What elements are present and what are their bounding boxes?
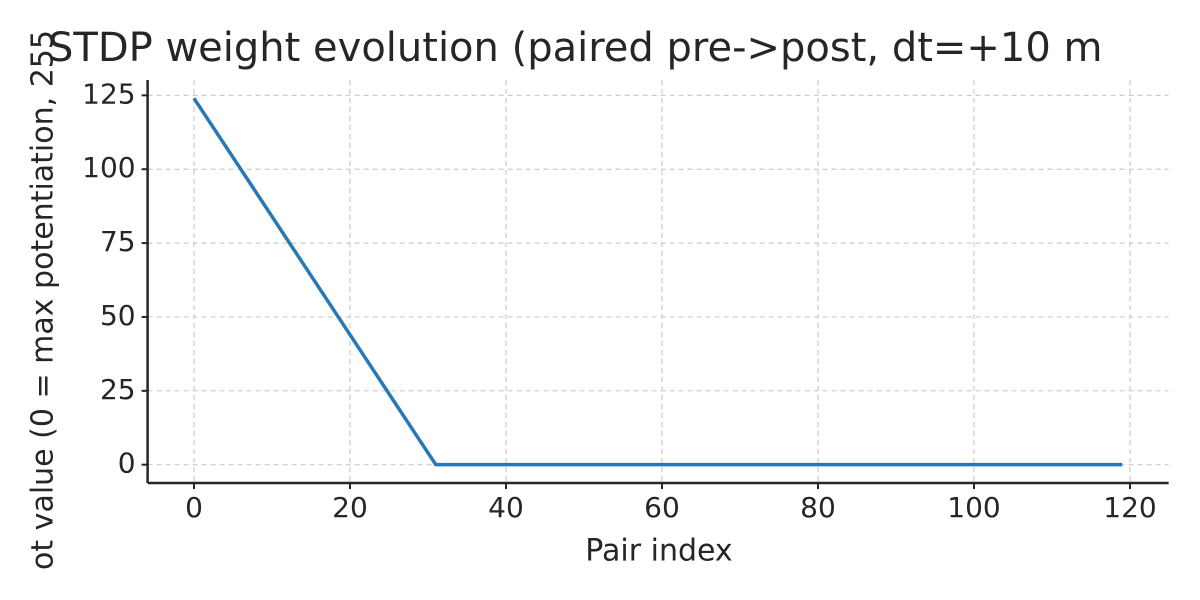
data-line — [192, 97, 1123, 467]
x-tick-label: 20 — [332, 491, 368, 524]
x-axis-label: Pair index — [585, 534, 732, 569]
x-tick-label: 40 — [488, 491, 524, 524]
y-tick-label: 50 — [100, 299, 136, 332]
x-tick-label: 100 — [947, 491, 1000, 524]
y-axis-label: ot value (0 = max potentiation, 255 — [26, 30, 61, 570]
y-tick-label: 25 — [100, 373, 136, 406]
y-tick-label: 0 — [118, 447, 136, 480]
y-tick-label: 100 — [82, 151, 135, 184]
x-tick-label: 60 — [644, 491, 680, 524]
chart-title: STDP weight evolution (paired pre->post,… — [48, 25, 1103, 71]
x-tick-label: 80 — [800, 491, 836, 524]
y-tick-label: 75 — [100, 225, 136, 258]
x-tick-label: 0 — [185, 491, 203, 524]
y-tick-label: 125 — [82, 77, 135, 110]
x-tick-label: 120 — [1103, 491, 1156, 524]
